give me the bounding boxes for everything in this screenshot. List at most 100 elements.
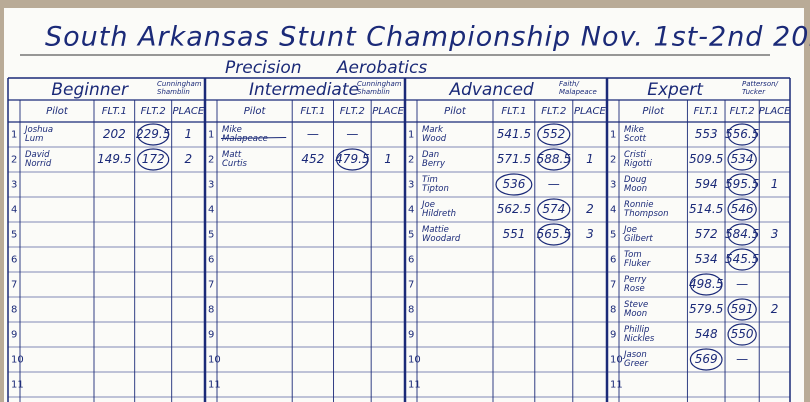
row-number: 11 — [408, 380, 421, 391]
flight-score: 536 — [502, 177, 525, 191]
column-header: PLACE — [574, 106, 606, 117]
pilot-name: Joe — [420, 200, 435, 210]
row-number: 8 — [610, 305, 616, 316]
column-header: FLT.1 — [300, 106, 325, 117]
flight-score: 571.5 — [497, 152, 531, 166]
pilot-name: Norrid — [25, 159, 52, 169]
column-header: PLACE — [372, 106, 404, 117]
row-number: 6 — [11, 255, 17, 266]
pilot-name: Gilbert — [624, 234, 653, 244]
pilot-name: Joshua — [23, 125, 53, 135]
column-header: Pilot — [244, 106, 267, 117]
row-number: 6 — [208, 255, 214, 266]
row-number: 6 — [408, 255, 414, 266]
pilot-name: Rigotti — [624, 159, 653, 169]
pilot-name: Berry — [422, 159, 446, 169]
flight-score: 565.5 — [537, 227, 571, 241]
column-header: FLT.2 — [340, 106, 365, 117]
flight-score: 548 — [695, 327, 718, 341]
place: 1 — [771, 177, 779, 191]
circle-mark — [537, 198, 571, 221]
row-number: 10 — [408, 355, 421, 366]
column-header: FLT.2 — [141, 106, 166, 117]
row-number: 9 — [610, 330, 616, 341]
judges: Cunningham — [157, 80, 202, 88]
row-number: 1 — [610, 130, 616, 141]
place: 1 — [384, 152, 392, 166]
circle-mark — [537, 148, 571, 171]
row-number: 10 — [11, 355, 24, 366]
flight-score: 574 — [542, 202, 565, 216]
row-number: 2 — [610, 155, 616, 166]
row-number: 1 — [208, 130, 214, 141]
pilot-name: Nickles — [624, 334, 655, 344]
flight-score: 591 — [731, 302, 754, 316]
place: 1 — [185, 127, 193, 141]
row-number: 3 — [11, 180, 17, 191]
row-number: 7 — [208, 280, 214, 291]
row-number: 3 — [408, 180, 414, 191]
flight-score: 579.5 — [689, 302, 723, 316]
row-number: 2 — [408, 155, 414, 166]
pilot-name: Ronnie — [624, 200, 653, 210]
flight-score: 553 — [695, 127, 718, 141]
judges: Patterson/ — [742, 80, 779, 88]
pilot-name: Greer — [624, 359, 649, 369]
pilot-name: Mike — [222, 125, 242, 135]
section-name: Beginner — [51, 80, 129, 100]
place: 1 — [586, 152, 594, 166]
column-header: FLT.1 — [694, 106, 719, 117]
row-number: 8 — [208, 305, 214, 316]
subtitle: Precision Aerobatics — [225, 58, 427, 78]
circle-mark — [727, 173, 757, 196]
flight-score: 514.5 — [689, 202, 723, 216]
circle-mark — [537, 123, 571, 146]
column-header: FLT.1 — [102, 106, 127, 117]
pilot-name: Hildreth — [422, 209, 456, 219]
circle-mark — [495, 173, 533, 196]
row-number: 1 — [408, 130, 414, 141]
row-number: 3 — [208, 180, 214, 191]
row-number: 10 — [610, 355, 623, 366]
row-number: 3 — [610, 180, 616, 191]
pilot-name: Joe — [622, 225, 637, 235]
row-number: 8 — [11, 305, 17, 316]
row-number: 4 — [610, 205, 616, 216]
circle-mark — [727, 223, 757, 246]
row-number: 7 — [408, 280, 414, 291]
pilot-name: Doug — [624, 175, 647, 185]
judges: Tucker — [742, 88, 766, 96]
row-number: 4 — [408, 205, 414, 216]
flight-score: 534 — [731, 152, 754, 166]
flight-score: — — [346, 127, 358, 141]
circle-mark — [727, 248, 757, 271]
flight-score: 572 — [695, 227, 718, 241]
flight-score: 229.5 — [136, 127, 170, 141]
place: 2 — [771, 302, 779, 316]
row-number: 8 — [408, 305, 414, 316]
flight-score: 550 — [731, 327, 754, 341]
row-number: 4 — [11, 205, 17, 216]
circle-mark — [727, 148, 757, 171]
circle-mark — [727, 198, 757, 221]
flight-score: 509.5 — [689, 152, 723, 166]
circle-mark — [727, 123, 757, 146]
circle-mark — [137, 148, 170, 171]
pilot-name: Thompson — [624, 209, 668, 219]
flight-score: — — [548, 177, 560, 191]
row-number: 11 — [610, 380, 623, 391]
circle-mark — [537, 223, 571, 246]
flight-score: 595.5 — [725, 177, 759, 191]
place: 3 — [586, 227, 594, 241]
pilot-name: Mike — [624, 125, 644, 135]
judges: Cunningham — [357, 80, 402, 88]
circle-mark — [137, 123, 170, 146]
pilot-name: Cristi — [624, 150, 647, 160]
pilot-name: Malapeace — [222, 134, 268, 144]
pilot-name: Wood — [422, 134, 447, 144]
flight-score: 588.5 — [537, 152, 571, 166]
row-number: 2 — [208, 155, 214, 166]
pilot-name: Perry — [624, 275, 647, 285]
